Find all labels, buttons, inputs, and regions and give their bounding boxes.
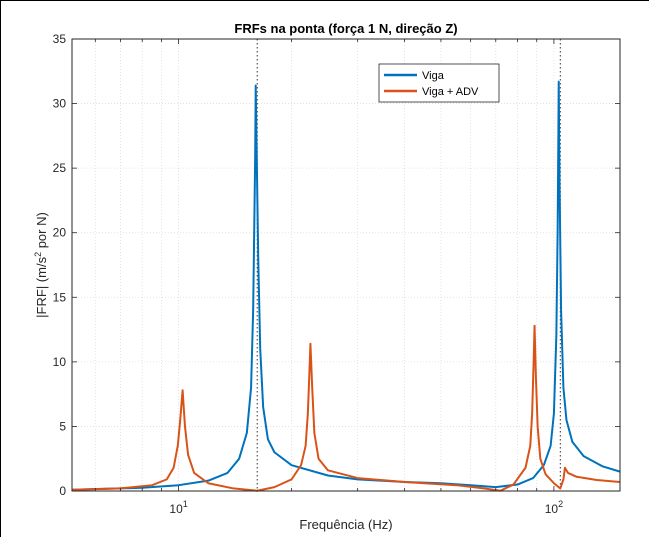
- y-axis-label: |FRF| (m/s2 por N): [33, 212, 49, 318]
- x-tick-label-base: 10: [169, 502, 183, 516]
- reference-lines: [256, 39, 561, 491]
- x-tick-label: 102: [545, 499, 563, 516]
- x-tick-label-exponent: 1: [183, 499, 188, 509]
- x-tick-label-exponent: 2: [558, 499, 563, 509]
- legend-label-viga-adv: Viga + ADV: [422, 86, 479, 98]
- y-tick-label: 20: [53, 226, 67, 240]
- legend-label-viga: Viga: [422, 70, 445, 82]
- y-tick-labels: 0 5 10 15 20 25 30 35: [53, 32, 67, 498]
- series-layer: [71, 80, 621, 492]
- y-tick-label: 5: [59, 419, 66, 433]
- y-tick-label: 15: [53, 290, 67, 304]
- y-tick-label: 25: [53, 161, 67, 175]
- chart-title: FRFs na ponta (força 1 N, direção Z): [234, 21, 457, 36]
- x-tick-labels: 101 102: [169, 499, 563, 516]
- y-axis-label-tail: por N): [34, 212, 49, 252]
- x-tick-label: 101: [169, 499, 187, 516]
- y-tick-label: 35: [53, 32, 67, 46]
- ticks: [72, 38, 620, 492]
- y-axis-label-superscript: 2: [33, 252, 43, 257]
- y-tick-label: 0: [59, 484, 66, 498]
- x-axis-label: Frequência (Hz): [299, 517, 392, 532]
- series-line-viga-adv: [71, 324, 621, 492]
- y-tick-label: 10: [53, 355, 67, 369]
- x-tick-label-base: 10: [545, 502, 559, 516]
- grid: [72, 38, 620, 492]
- legend-box: [378, 63, 500, 103]
- plot-area: [72, 39, 620, 491]
- plot-box: [71, 38, 621, 492]
- y-tick-label: 30: [53, 97, 67, 111]
- y-axis-label-main: |FRF| (m/s: [34, 256, 49, 317]
- legend: Viga Viga + ADV: [378, 63, 500, 103]
